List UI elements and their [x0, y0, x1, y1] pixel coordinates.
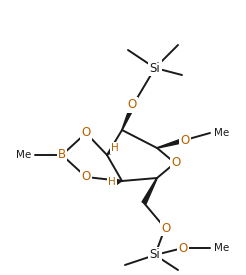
Polygon shape	[142, 178, 157, 204]
Text: Si: Si	[150, 249, 160, 262]
Text: Si: Si	[150, 62, 160, 75]
Text: O: O	[81, 126, 91, 139]
Text: H: H	[108, 177, 116, 187]
Text: Me: Me	[214, 243, 229, 253]
Text: O: O	[180, 133, 190, 147]
Text: O: O	[171, 156, 181, 169]
Polygon shape	[157, 138, 186, 148]
Text: O: O	[178, 241, 188, 254]
Text: Me: Me	[214, 128, 229, 138]
Text: H: H	[111, 143, 119, 153]
Text: Me: Me	[16, 150, 31, 160]
Text: O: O	[127, 98, 137, 111]
Text: B: B	[58, 148, 66, 161]
Polygon shape	[122, 104, 135, 130]
Text: O: O	[81, 170, 91, 183]
Text: O: O	[161, 221, 171, 235]
